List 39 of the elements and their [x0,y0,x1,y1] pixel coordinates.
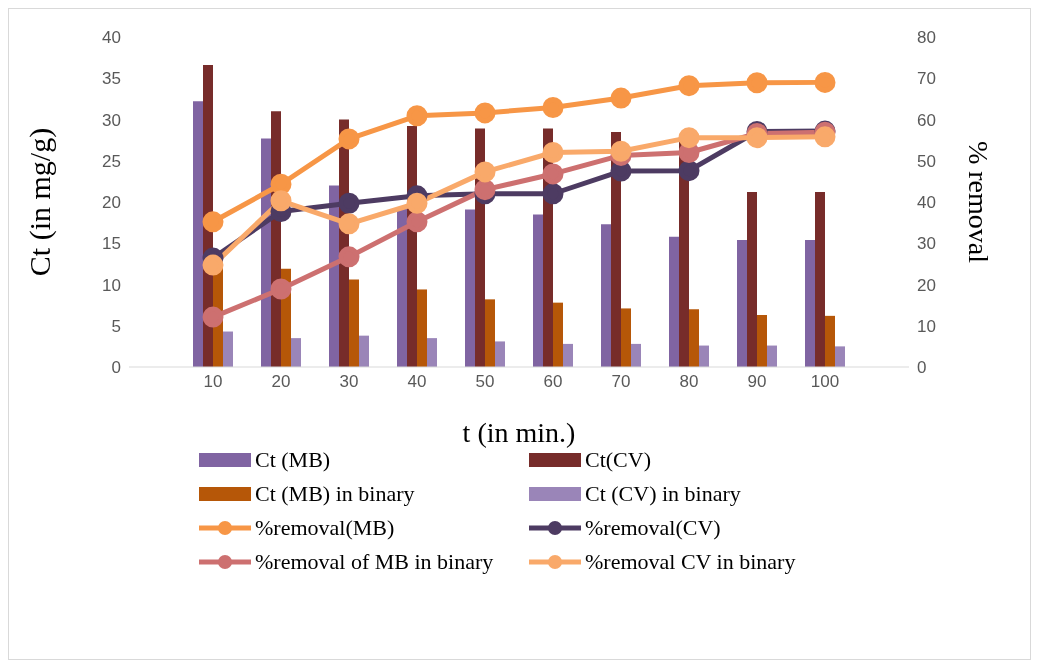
legend-label: Ct (MB) in binary [255,481,415,507]
x-tick-label: 40 [407,372,427,392]
x-tick-label: 100 [810,372,840,392]
legend-label: Ct(CV) [585,447,651,473]
legend-label: %removal of MB in binary [255,549,494,575]
y2-tick-label: 10 [917,316,936,336]
y-tick-label: 10 [102,275,121,295]
x-tick-label: 80 [679,372,699,392]
x-tick-label: 10 [203,372,223,392]
legend-label: %removal(CV) [585,515,721,541]
y2-tick-label: 80 [917,28,936,48]
y2-tick-label: 50 [917,151,936,171]
y2-tick-label: 60 [917,110,936,130]
y2-tick-label: 40 [917,193,936,213]
y2-tick-label: 20 [917,275,936,295]
x-tick-label: 60 [543,372,563,392]
legend-label: Ct (CV) in binary [585,481,741,507]
x-tick-label: 70 [611,372,631,392]
legend-label: %removal(MB) [255,515,395,541]
y2-axis-title: % removal [963,140,995,264]
y-tick-label: 40 [102,28,121,48]
x-tick-label: 50 [475,372,495,392]
y2-tick-label: 70 [917,69,936,89]
x-tick-label: 30 [339,372,359,392]
y-axis-title: Ct (in mg/g) [22,127,57,277]
y-tick-label: 5 [111,316,121,336]
y-tick-label: 20 [102,193,121,213]
y-tick-label: 35 [102,69,121,89]
y-tick-label: 30 [102,110,121,130]
y-tick-label: 15 [102,234,121,254]
y2-tick-label: 0 [917,358,927,378]
y-tick-label: 0 [111,358,121,378]
legend-label: %removal CV in binary [585,549,796,575]
legend-label: Ct (MB) [255,447,331,473]
x-axis-title: t (in min.) [462,417,576,448]
x-tick-label: 20 [271,372,291,392]
y2-tick-label: 30 [917,234,936,254]
y-tick-label: 25 [102,151,121,171]
x-tick-label: 90 [747,372,767,392]
